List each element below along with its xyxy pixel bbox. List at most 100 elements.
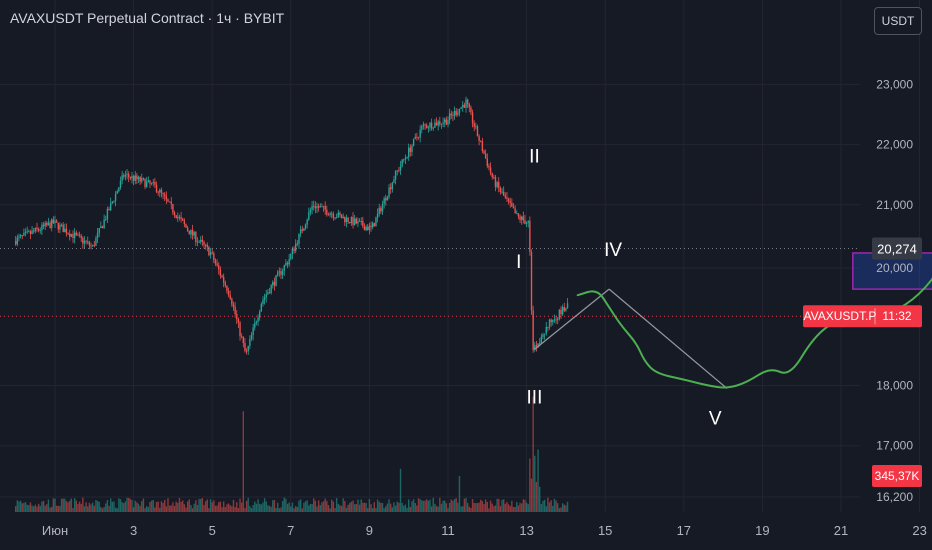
candle — [334, 217, 336, 219]
volume-bar — [421, 500, 423, 512]
candle — [409, 147, 412, 152]
candle — [362, 220, 364, 227]
candle — [24, 232, 27, 233]
volume-bar — [237, 507, 240, 512]
currency-button[interactable]: USDT — [874, 7, 922, 35]
volume-bar — [157, 501, 159, 512]
volume-bar — [524, 499, 526, 512]
volume-bar — [173, 505, 176, 512]
volume-bar — [494, 505, 497, 512]
candle — [54, 220, 56, 224]
volume-bar — [258, 503, 261, 512]
candle — [493, 176, 495, 178]
candle — [277, 272, 279, 276]
candle — [527, 220, 529, 223]
candle — [70, 233, 73, 237]
volume-bar — [367, 508, 369, 512]
x-tick-label: 15 — [598, 523, 612, 538]
volume-bar — [560, 507, 562, 512]
volume-bar — [357, 499, 359, 512]
volume-bar — [478, 502, 480, 512]
volume-bar — [198, 498, 200, 512]
candle — [386, 196, 389, 201]
volume-bar — [542, 500, 544, 512]
candle — [447, 120, 449, 125]
candle — [155, 184, 158, 192]
volume-bar — [557, 503, 559, 512]
candle — [180, 217, 182, 219]
candle — [507, 198, 510, 202]
candle — [182, 218, 184, 221]
volume-bar — [327, 505, 330, 512]
volume-bar — [206, 499, 208, 512]
volume-bar — [463, 498, 466, 512]
wave-label-II: II — [529, 147, 540, 168]
candle — [522, 216, 525, 221]
candle — [426, 125, 428, 128]
volume-bar — [64, 498, 66, 512]
candle — [483, 150, 485, 154]
candle — [563, 307, 565, 311]
volume-bar — [412, 499, 415, 512]
volume-bar — [247, 497, 249, 512]
candle — [299, 229, 302, 234]
candle — [267, 292, 269, 295]
candle — [75, 232, 77, 235]
volume-bar — [85, 502, 87, 512]
volume-bar — [391, 507, 394, 512]
volume-bar — [142, 498, 145, 512]
volume-bar — [175, 501, 177, 512]
candle — [208, 246, 210, 256]
volume-bar — [440, 503, 443, 512]
volume-bar — [509, 505, 511, 512]
candle — [167, 199, 169, 202]
candle — [90, 245, 92, 247]
volume-bar — [545, 506, 547, 512]
volume-bar — [309, 504, 312, 512]
wave-label-V: V — [709, 409, 722, 430]
candle — [203, 241, 205, 245]
candle — [373, 223, 376, 227]
candle — [458, 108, 461, 113]
last-price-label — [803, 305, 922, 328]
volume-bar — [288, 502, 290, 512]
volume-bar — [295, 506, 297, 512]
candle — [352, 217, 354, 225]
candle — [173, 212, 176, 216]
candle — [262, 299, 264, 304]
candle — [399, 166, 402, 171]
volume-bar — [88, 502, 91, 512]
volume-bar — [129, 498, 132, 512]
volume-bar — [154, 507, 156, 512]
candle — [224, 282, 226, 286]
volume-bar — [353, 504, 356, 512]
candle — [65, 228, 68, 234]
candle — [480, 140, 482, 142]
candle — [404, 157, 407, 160]
volume-bar — [183, 504, 186, 512]
volume-bar — [296, 506, 299, 512]
volume-bar — [109, 498, 112, 512]
volume-bar — [136, 502, 138, 512]
volume-bar — [529, 458, 531, 512]
y-tick-label: 16,200 — [876, 490, 913, 504]
wave-line — [608, 288, 728, 389]
candle — [273, 281, 276, 286]
volume-bar — [116, 508, 118, 512]
candle — [311, 205, 313, 210]
volume-bar — [23, 502, 25, 512]
volume-bar — [131, 499, 133, 512]
volume-bar — [365, 503, 367, 512]
candle — [486, 158, 488, 166]
crosshair-price-label — [872, 237, 922, 260]
volume-bar — [514, 506, 516, 512]
volume-bar — [147, 507, 150, 512]
candle — [540, 336, 543, 343]
candle — [481, 141, 484, 151]
candle — [137, 177, 140, 180]
volume-bar — [21, 503, 23, 512]
candle — [452, 115, 454, 116]
volume-bar — [299, 499, 302, 512]
volume-bar — [39, 505, 41, 512]
